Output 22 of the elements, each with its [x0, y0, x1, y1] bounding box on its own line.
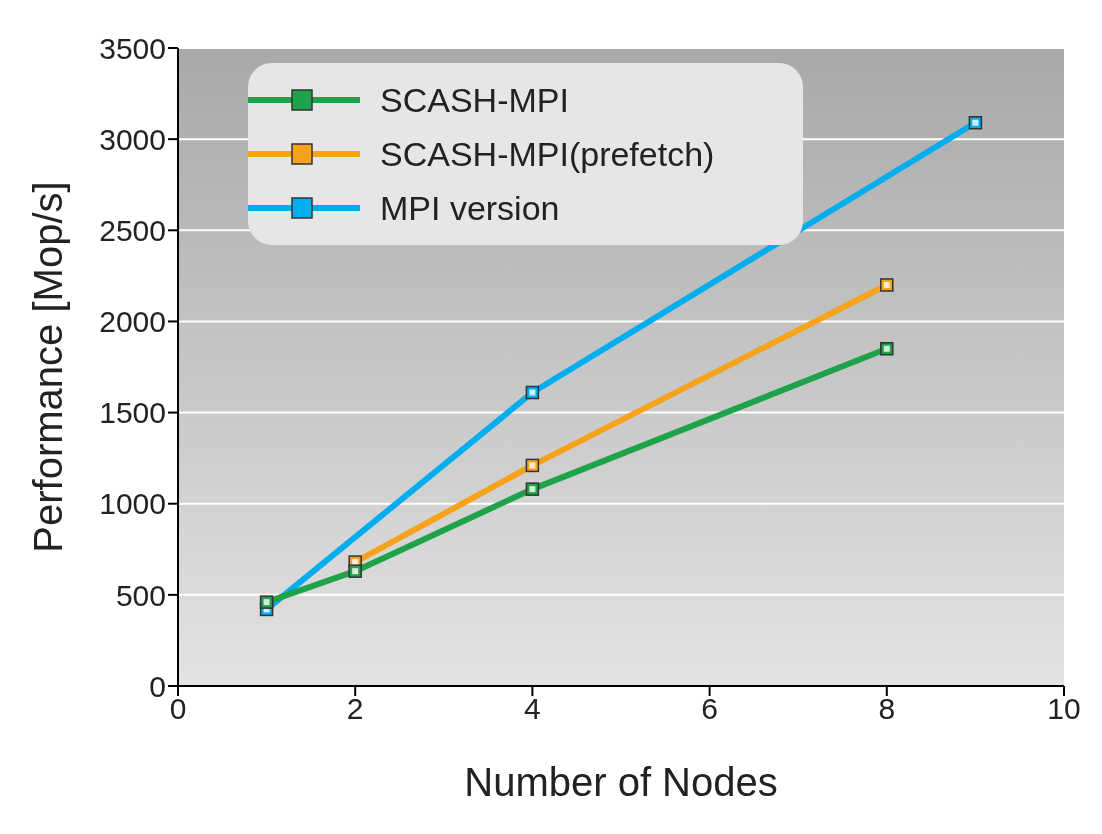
x-tick-label: 2	[346, 692, 364, 726]
x-tick-label: 4	[524, 692, 541, 726]
legend-label: MPI version	[380, 188, 560, 228]
legend-label: SCASH-MPI(prefetch)	[380, 134, 715, 174]
y-tick-label: 1000	[99, 487, 166, 521]
x-tick-label: 6	[701, 692, 718, 726]
y-tick-label: 2500	[99, 213, 166, 247]
point	[880, 278, 894, 292]
y-tick-label: 3000	[99, 122, 166, 156]
x-axis-title: Number of Nodes	[464, 760, 778, 804]
y-axis-title: Performance [Mop/s]	[26, 181, 71, 553]
x-tick-label: 10	[1047, 692, 1081, 726]
x-tick-label: 8	[878, 692, 896, 726]
y-tick-label: 0	[149, 669, 166, 703]
x-tick-label: 0	[169, 692, 187, 726]
point	[348, 564, 362, 578]
y-tick-label: 500	[115, 578, 166, 612]
y-tick-label: 3500	[99, 31, 166, 65]
y-tick-label: 1500	[99, 396, 166, 430]
point	[880, 342, 894, 356]
y-tick-label: 2000	[99, 305, 166, 339]
legend-label: SCASH-MPI	[380, 80, 569, 120]
